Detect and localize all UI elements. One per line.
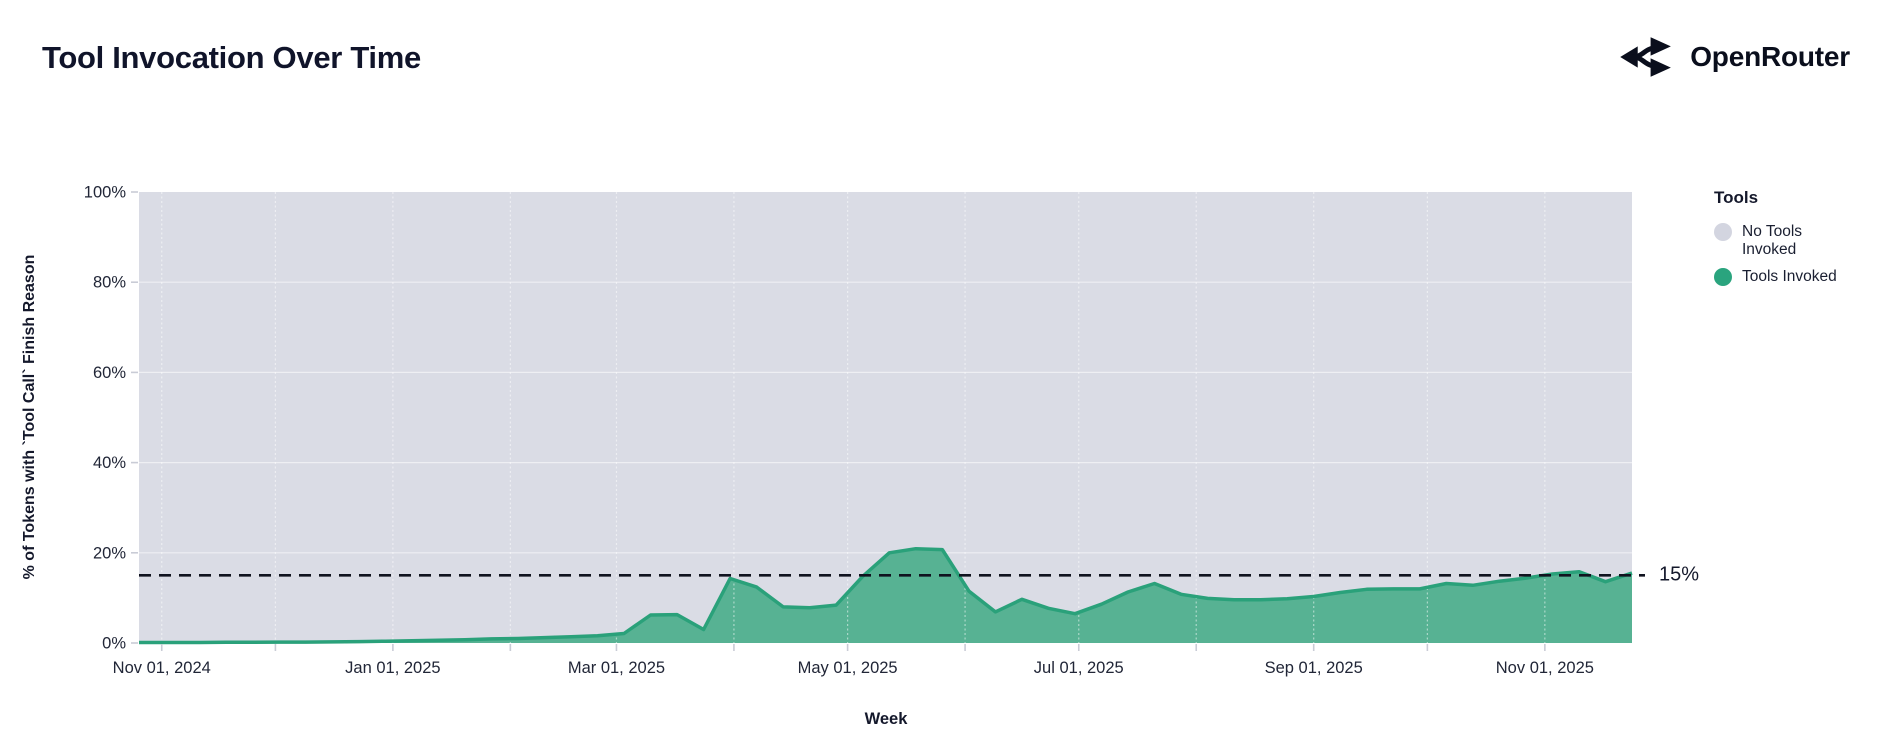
no-tools-swatch-icon [1714, 223, 1732, 241]
brand-name: OpenRouter [1690, 41, 1850, 72]
openrouter-logo-icon [1620, 37, 1672, 77]
y-tick-label: 0% [102, 635, 126, 653]
x-tick-label: Mar 01, 2025 [568, 659, 665, 677]
x-tick-label: Jan 01, 2025 [345, 659, 440, 677]
legend-item-tools: Tools Invoked [1714, 268, 1890, 287]
y-tick-label: 20% [93, 544, 126, 562]
page-title: Tool Invocation Over Time [42, 40, 421, 75]
legend-item-no-tools: No Tools Invoked [1714, 223, 1890, 259]
tools-invoked-area [139, 548, 1632, 643]
legend-item-label: Tools Invoked [1742, 268, 1837, 286]
reference-line-label: 15% [1659, 563, 1700, 586]
legend-title: Tools [1714, 188, 1759, 207]
x-tick-label: Nov 01, 2024 [113, 659, 211, 677]
x-axis-title: Week [864, 710, 908, 728]
y-axis-title: % of Tokens with `Tool Call` Finish Reas… [21, 254, 38, 580]
y-tick-label: 60% [93, 364, 126, 382]
tools-swatch-icon [1714, 268, 1732, 287]
tools-invoked-line [138, 546, 1633, 645]
y-tick-label: 100% [84, 184, 127, 202]
y-tick-label: 40% [93, 454, 126, 472]
x-tick-label: Nov 01, 2025 [1496, 659, 1594, 677]
legend: Tools No Tools Invoked Tools Invoked [1714, 188, 1890, 295]
legend-item-label: No Tools Invoked [1742, 223, 1803, 259]
x-tick-label: Sep 01, 2025 [1265, 659, 1363, 677]
brand: OpenRouter [1618, 34, 1850, 80]
x-tick-label: Jul 01, 2025 [1034, 659, 1124, 677]
x-tick-label: May 01, 2025 [798, 659, 898, 677]
y-tick-label: 80% [93, 274, 126, 292]
